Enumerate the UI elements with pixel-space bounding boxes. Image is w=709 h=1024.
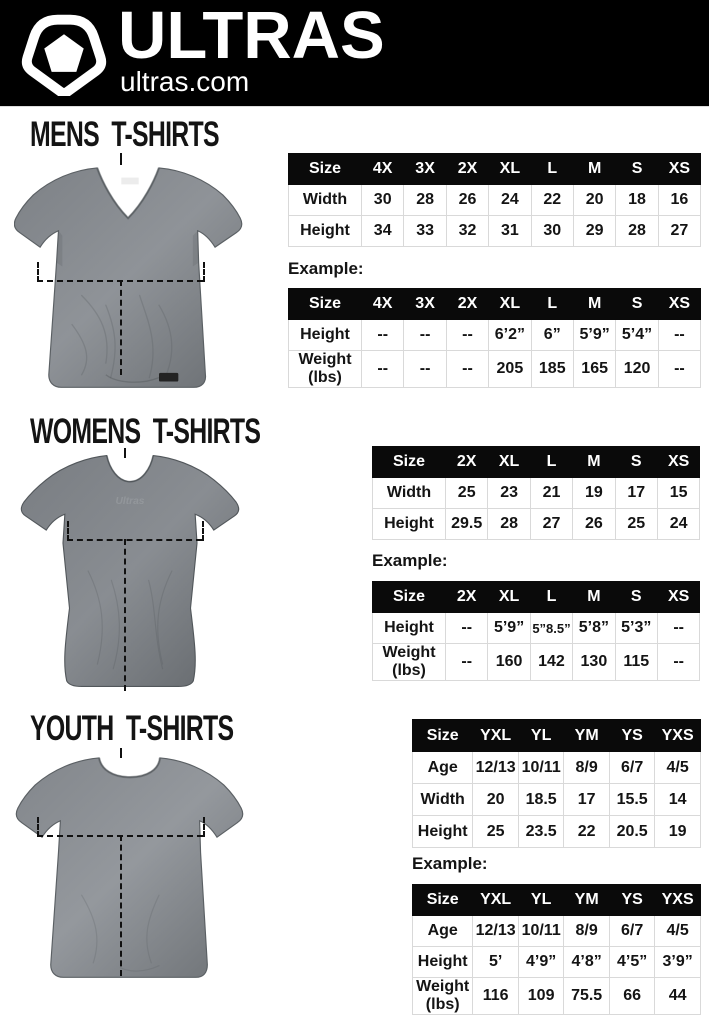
svg-text:Ultras: Ultras	[116, 496, 145, 507]
